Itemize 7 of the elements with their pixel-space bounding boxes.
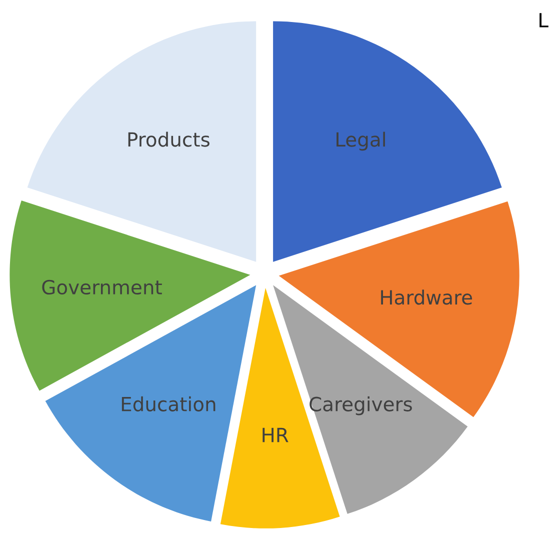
slice-label: Government xyxy=(42,280,162,295)
text: L xyxy=(540,13,548,28)
slice-label: HR xyxy=(262,428,288,442)
slice-label: Education xyxy=(122,396,216,412)
slice-label: Products xyxy=(128,132,210,147)
slice-label: Legal xyxy=(336,132,385,151)
slice-label: Hardware xyxy=(381,290,472,305)
